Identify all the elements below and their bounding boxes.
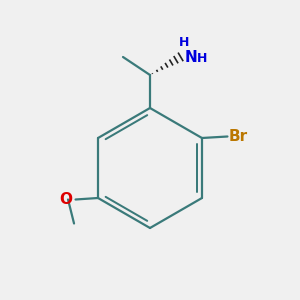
Text: O: O (59, 192, 73, 207)
Text: H: H (179, 36, 190, 49)
Text: N: N (184, 50, 197, 64)
Text: Br: Br (229, 129, 248, 144)
Text: H: H (196, 52, 207, 65)
